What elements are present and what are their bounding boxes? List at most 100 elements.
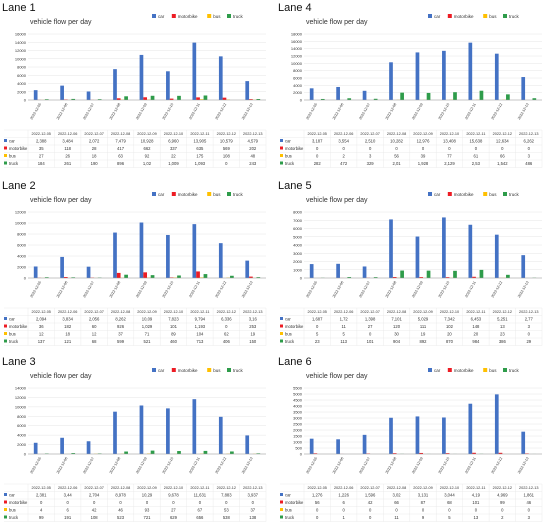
table-cell: 7,101: [391, 317, 402, 322]
table-cell: 39: [421, 154, 426, 159]
table-cell: 0: [93, 500, 96, 505]
table-series-swatch: [4, 154, 7, 157]
table-cell: 3: [528, 515, 531, 520]
x-tick-label: 2022-12-11: [188, 281, 201, 299]
table-series-label: truck: [9, 339, 19, 344]
table-cell: 7,479: [115, 139, 126, 144]
y-tick-label: 10000: [15, 221, 27, 226]
x-tick-label: 2022-12-12: [491, 457, 504, 475]
legend-label: car: [434, 14, 441, 19]
y-tick-label: 10000: [15, 404, 27, 409]
y-tick-label: 3000: [293, 416, 303, 421]
table-cell: 27: [368, 324, 373, 329]
table-cell: 87: [421, 500, 426, 505]
bar-truck: [150, 450, 155, 454]
table-header-date: 2022-12-05: [308, 132, 327, 136]
bar-car: [389, 417, 393, 454]
bar-car: [245, 260, 250, 278]
bar-car: [336, 439, 340, 454]
table-cell: 2,704: [89, 493, 100, 498]
legend-swatch: [503, 192, 507, 196]
y-tick-label: 16000: [291, 39, 303, 44]
lane-title: Lane 4: [278, 2, 312, 14]
table-cell: 26: [65, 154, 70, 159]
y-tick-label: 10000: [15, 56, 27, 61]
table-cell: 1,861: [524, 493, 535, 498]
table-cell: 0: [119, 500, 122, 505]
table-cell: 23: [315, 339, 320, 344]
table-cell: 29: [526, 339, 531, 344]
bar-motorbike: [63, 277, 68, 278]
bar-truck: [373, 277, 378, 278]
table-cell: 42: [368, 500, 373, 505]
table-header-date: 2022-12-06: [58, 132, 77, 136]
table-cell: 22: [171, 154, 176, 159]
table-cell: 2,53: [472, 161, 481, 166]
table-header-date: 2022-12-05: [308, 486, 327, 490]
y-tick-label: 8000: [293, 210, 303, 215]
table-cell: 521: [144, 339, 152, 344]
table-cell: 926: [117, 324, 125, 329]
table-cell: 101: [367, 339, 375, 344]
table-cell: 0: [342, 508, 345, 513]
x-tick-label: 2022-12-06: [56, 103, 69, 121]
x-tick-label: 2022-12-13: [241, 457, 254, 475]
legend-swatch: [227, 192, 231, 196]
table-series-swatch: [280, 515, 283, 519]
bar-truck: [400, 92, 404, 100]
table-series-label: truck: [285, 161, 295, 166]
table-cell: 7,823: [168, 317, 179, 322]
y-tick-label: 4000: [293, 404, 303, 409]
table-header-date: 2022-12-08: [387, 310, 406, 314]
bar-car: [113, 411, 117, 454]
legend-swatch: [227, 14, 231, 18]
bar-car: [139, 222, 144, 278]
table-cell: 48: [250, 154, 255, 159]
table-cell: 60: [92, 324, 97, 329]
table-header-date: 2022-12-12: [493, 310, 512, 314]
x-tick-label: 2022-12-05: [29, 103, 42, 121]
table-cell: 0: [369, 508, 372, 513]
table-cell: 1,093: [195, 161, 206, 166]
bar-truck: [124, 451, 128, 454]
table-cell: 2,01: [392, 161, 401, 166]
table-series-label: car: [9, 317, 15, 322]
x-tick-label: 2022-12-09: [411, 103, 424, 121]
table-cell: 6,262: [524, 139, 535, 144]
y-tick-label: 3500: [293, 410, 303, 415]
table-series-swatch: [4, 146, 7, 150]
table-cell: 0: [316, 154, 319, 159]
lane-title: Lane 1: [2, 2, 36, 14]
bar-truck: [177, 275, 181, 278]
bar-truck: [506, 94, 510, 100]
x-tick-label: 2022-12-09: [411, 457, 424, 475]
table-cell: 36: [39, 324, 44, 329]
y-tick-label: 12000: [15, 395, 27, 400]
table-series-swatch: [4, 332, 7, 335]
table-cell: 93: [145, 508, 150, 513]
x-tick-label: 2022-12-08: [109, 103, 122, 121]
bar-car: [389, 62, 393, 100]
table-cell: 10,282: [390, 139, 403, 144]
table-header-date: 2022-12-06: [334, 132, 353, 136]
table-header-date: 2022-12-13: [243, 486, 262, 490]
table-header-date: 2022-12-09: [137, 132, 156, 136]
bar-car: [521, 431, 526, 454]
table-cell: 0: [501, 508, 504, 513]
x-tick-label: 2022-12-12: [215, 103, 228, 121]
bar-truck: [230, 451, 234, 454]
lane-chart: vehicle flow per day car motorbike bus truck…: [280, 14, 543, 168]
table-cell: 9,678: [168, 493, 179, 498]
table-cell: 99: [500, 500, 505, 505]
bar-motorbike: [196, 97, 200, 100]
x-tick-label: 2022-12-07: [82, 103, 95, 121]
legend-label: motorbike: [178, 192, 198, 197]
legend-label: bus: [489, 192, 497, 197]
table-cell: 0: [316, 515, 319, 520]
table-series-swatch: [280, 139, 283, 142]
y-tick-label: 1000: [293, 267, 303, 272]
bar-truck: [256, 453, 261, 454]
lane-panel: Lane 3 vehicle flow per day car motorbike b…: [2, 356, 270, 526]
table-cell: 0: [225, 324, 228, 329]
table-cell: 984: [472, 339, 480, 344]
